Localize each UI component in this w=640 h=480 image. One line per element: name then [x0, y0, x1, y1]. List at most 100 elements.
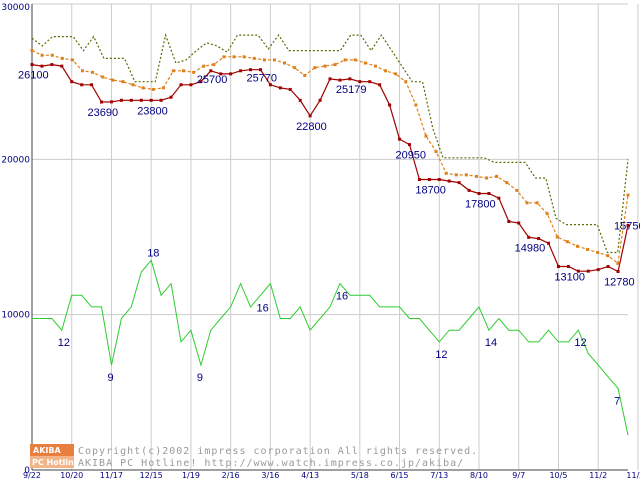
data-point-average [474, 174, 478, 178]
data-point-average [414, 103, 418, 107]
logo-top-block [30, 444, 74, 456]
x-tick-label: 11/17 [100, 471, 123, 480]
data-point-average [70, 58, 74, 62]
data-point-minimum [388, 103, 392, 107]
data-point-minimum [159, 98, 163, 102]
grid-lines [31, 3, 639, 471]
logo-bottom-block [30, 456, 74, 468]
data-point-average [222, 55, 226, 59]
data-label: 17800 [465, 199, 496, 211]
data-point-minimum [179, 83, 183, 87]
data-point-minimum [308, 114, 312, 118]
data-label: 26100 [18, 70, 49, 82]
data-point-minimum [417, 178, 421, 182]
data-point-minimum [378, 83, 382, 87]
data-point-minimum [239, 69, 243, 73]
data-label: 14980 [515, 242, 546, 254]
data-point-minimum [40, 64, 44, 68]
data-point-minimum [596, 268, 600, 272]
data-point-minimum [258, 68, 262, 72]
data-point-average [252, 56, 256, 60]
data-point-average [606, 254, 610, 258]
data-point-average [272, 58, 276, 62]
data-point-minimum [527, 235, 531, 239]
data-label: 12 [58, 337, 70, 349]
data-point-average [262, 58, 266, 62]
data-point-average [60, 56, 64, 60]
data-label: 25700 [197, 74, 228, 86]
data-point-minimum [30, 63, 34, 67]
data-point-average [464, 173, 468, 177]
data-point-minimum [149, 98, 153, 102]
data-point-average [151, 87, 155, 91]
y-tick-label: 30000 [1, 3, 30, 13]
data-point-minimum [507, 219, 511, 223]
data-point-minimum [616, 269, 620, 273]
data-point-average [384, 69, 388, 73]
data-point-average [121, 80, 125, 84]
data-point-minimum [119, 98, 123, 102]
y-tick-label: 10000 [1, 311, 30, 321]
data-point-minimum [368, 80, 372, 84]
data-point-average [101, 75, 105, 79]
series-line-upper [31, 32, 629, 254]
data-point-average [505, 181, 509, 185]
data-point-minimum [338, 78, 342, 82]
y-tick-label: 20000 [1, 155, 30, 165]
data-label: 7 [614, 395, 620, 407]
x-tick-label: 11/2 [589, 471, 607, 480]
data-point-average [161, 86, 165, 90]
data-point-average [111, 78, 115, 82]
data-point-minimum [129, 98, 133, 102]
data-point-average [353, 58, 357, 62]
data-point-minimum [537, 237, 541, 241]
x-tick-label: 11/30 [626, 471, 640, 480]
series-line-minimum [31, 63, 629, 273]
data-label: 12 [435, 349, 447, 361]
data-point-average [495, 174, 499, 178]
data-point-average [141, 86, 145, 90]
x-tick-label: 9/7 [512, 471, 525, 480]
watermark: AKIBA PC Hotline! Copyright(c)2002 impre… [30, 444, 477, 469]
logo-bottom-text: PC Hotline! [32, 458, 83, 467]
data-point-minimum [566, 265, 570, 269]
data-point-average [343, 58, 347, 62]
data-point-minimum [586, 269, 590, 273]
data-point-average [91, 70, 95, 74]
data-point-minimum [447, 179, 451, 183]
data-label: 9 [107, 372, 113, 384]
data-label: 16 [256, 302, 268, 314]
data-point-average [131, 83, 135, 87]
data-point-minimum [407, 143, 411, 147]
data-point-minimum [50, 63, 54, 67]
data-point-average [616, 261, 620, 265]
data-point-average [171, 69, 175, 73]
data-label: 18 [147, 247, 159, 259]
data-labels: 26100 23690 23800 25700 25770 22800 25179 20950… [18, 70, 640, 408]
data-point-average [323, 64, 327, 68]
data-point-average [212, 63, 216, 67]
data-label: 25770 [246, 73, 277, 85]
data-point-minimum [427, 178, 431, 182]
data-point-minimum [90, 83, 94, 87]
data-point-minimum [288, 87, 292, 91]
data-point-average [293, 66, 297, 70]
x-tick-label: 1/19 [182, 471, 200, 480]
data-label: 12 [574, 337, 586, 349]
series-markers [30, 49, 630, 273]
data-point-minimum [60, 64, 64, 68]
data-point-minimum [139, 98, 143, 102]
x-tick-label: 9/22 [23, 471, 41, 480]
x-tick-label: 12/15 [140, 471, 163, 480]
data-point-average [40, 53, 44, 57]
data-point-average [50, 53, 54, 57]
data-point-average [485, 176, 489, 180]
data-point-minimum [517, 221, 521, 225]
x-tick-label: 10/20 [60, 471, 83, 480]
data-point-minimum [209, 69, 213, 73]
data-point-minimum [398, 137, 402, 141]
x-tick-label: 12/7 [639, 471, 640, 480]
x-tick-label: 7/13 [430, 471, 448, 480]
hotline-url-text: AKIBA PC Hotline! http://www.watch.impre… [78, 458, 464, 469]
